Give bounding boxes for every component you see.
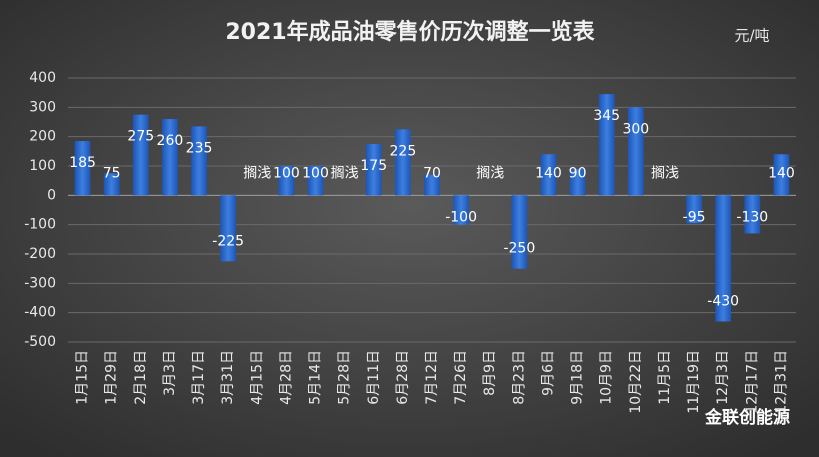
value-label: -130 [736, 209, 768, 225]
bar [627, 107, 644, 196]
value-label: 300 [622, 121, 649, 137]
value-label: 175 [360, 158, 387, 174]
bar [103, 173, 120, 196]
x-tick-label: 4月28日 [278, 350, 294, 405]
bar [395, 129, 411, 196]
bar [569, 168, 586, 196]
value-label: 搁浅 [651, 165, 679, 181]
bar [424, 174, 440, 196]
x-tick-label: 1月29日 [104, 350, 120, 405]
footer: 金联创能源 [704, 407, 790, 428]
y-tick-label: 400 [29, 70, 56, 86]
value-label: 100 [273, 165, 300, 181]
bar [453, 195, 469, 225]
value-label: 345 [593, 108, 620, 124]
value-label: 140 [535, 165, 562, 181]
bar [278, 166, 295, 196]
x-tick-label: 5月28日 [337, 350, 353, 405]
y-tick-label: -200 [24, 246, 56, 262]
value-label: -225 [212, 233, 244, 249]
bar [686, 195, 702, 224]
value-label: 260 [157, 133, 184, 149]
x-tick-label: 2月18日 [133, 350, 149, 405]
bar [220, 195, 237, 262]
bar [191, 126, 207, 196]
bar [715, 195, 732, 322]
y-tick-label: 0 [47, 187, 56, 203]
value-label: 搁浅 [243, 165, 271, 181]
bar [511, 195, 528, 269]
chart-title: 2021年成品油零售价历次调整一览表 [225, 19, 595, 45]
value-label: 搁浅 [476, 165, 504, 181]
bar [744, 195, 761, 234]
x-tick-label: 3月31日 [220, 350, 236, 405]
x-tick-label: 1月15日 [75, 350, 91, 405]
x-tick-label: 3月17日 [191, 350, 207, 405]
x-tick-label: 5月14日 [308, 350, 324, 405]
x-tick-label: 8月9日 [482, 350, 498, 396]
value-label: -430 [707, 293, 739, 309]
bar [162, 119, 178, 196]
value-label: -95 [683, 209, 706, 225]
bar [540, 154, 557, 196]
bar [365, 144, 382, 196]
x-tick-label: 11月19日 [686, 350, 702, 414]
bar [74, 141, 91, 196]
x-tick-label: 10月22日 [628, 350, 644, 414]
unit-label: 元/吨 [734, 27, 769, 45]
x-tick-label: 8月23日 [511, 350, 527, 405]
value-label: -100 [445, 209, 477, 225]
x-tick-label: 4月15日 [249, 350, 265, 405]
bar [773, 154, 790, 196]
y-tick-label: 200 [29, 129, 56, 145]
x-tick-label: 7月26日 [453, 350, 469, 405]
value-label: 185 [69, 155, 96, 171]
value-label: 搁浅 [331, 165, 359, 181]
x-tick-label: 6月11日 [366, 350, 382, 405]
bar [307, 166, 324, 196]
value-label: -250 [503, 241, 535, 257]
x-tick-label: 11月5日 [657, 350, 673, 405]
x-tick-label: 12月31日 [773, 350, 789, 414]
value-label: 75 [103, 165, 121, 181]
x-tick-label: 3月3日 [162, 350, 178, 396]
value-label: 100 [302, 165, 329, 181]
x-tick-label: 6月28日 [395, 350, 411, 405]
bar [598, 94, 615, 196]
value-label: 140 [768, 165, 795, 181]
x-tick-label: 9月18日 [570, 350, 586, 405]
y-tick-label: 300 [29, 99, 56, 115]
x-tick-label: 7月12日 [424, 350, 440, 405]
y-tick-label: -300 [24, 275, 56, 291]
y-tick-label: -100 [24, 217, 56, 233]
x-tick-label: 10月9日 [599, 350, 615, 405]
value-label: 70 [423, 165, 441, 181]
value-label: 235 [186, 140, 213, 156]
value-label: 225 [390, 143, 417, 159]
x-tick-label: 9月6日 [540, 350, 556, 396]
value-label: 90 [569, 165, 587, 181]
bar [132, 114, 149, 196]
y-tick-label: 100 [29, 158, 56, 174]
x-tick-label: 12月3日 [715, 350, 731, 405]
y-tick-label: -400 [24, 305, 56, 321]
x-tick-label: 12月17日 [744, 350, 760, 414]
y-tick-label: -500 [24, 334, 56, 350]
value-label: 275 [127, 129, 154, 145]
